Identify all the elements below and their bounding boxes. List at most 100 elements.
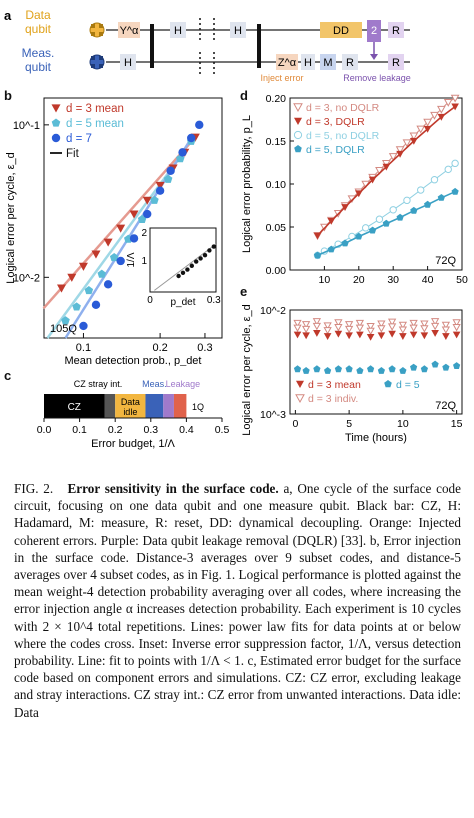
point-d5-dqlr <box>410 206 418 214</box>
svg-text:2: 2 <box>371 25 377 37</box>
point-d3 <box>56 284 66 293</box>
svg-text:M: M <box>323 57 332 69</box>
point-d3-no-dqlr <box>450 94 460 103</box>
chart-d: 0.000.050.100.150.201020304050QEC cycle,… <box>241 93 468 286</box>
x-tick-label: 10 <box>397 418 409 430</box>
point-d3-indiv <box>301 325 311 334</box>
plot-frame <box>43 97 223 339</box>
x-tick-label: 0.4 <box>179 424 194 436</box>
inset-point <box>211 244 216 249</box>
point-d5-no-dqlr <box>451 159 459 168</box>
point-d5 <box>410 363 418 371</box>
point-d5-dqlr <box>341 239 349 247</box>
legend-label: d = 7 <box>66 133 92 145</box>
inset-x-tick: 0.3 <box>207 295 221 306</box>
y-tick-label: 0.05 <box>266 222 287 234</box>
point-d7 <box>178 148 187 157</box>
legend-label: d = 3 indiv. <box>308 393 358 405</box>
label-leakage: Leakage <box>166 379 201 389</box>
inset-x-tick: 0 <box>147 295 153 306</box>
label-stray: CZ stray int. <box>74 379 123 389</box>
legend-label: d = 3, no DQLR <box>306 102 380 114</box>
point-d5 <box>72 302 81 311</box>
meas-qubit-label-1: Meas. <box>22 46 55 60</box>
svg-text:Z^α: Z^α <box>278 57 297 69</box>
point-d3-indiv <box>355 319 365 328</box>
caption-body: a, One cycle of the surface code circuit… <box>14 481 462 720</box>
x-tick-label: 0.2 <box>108 424 123 436</box>
point-d3-mean <box>442 333 450 340</box>
svg-text:DD: DD <box>333 25 349 37</box>
label-data-idle-1: Data <box>121 397 140 407</box>
inset-point <box>176 273 181 279</box>
legend-marker <box>296 380 304 388</box>
panel-a-letter: a <box>4 8 12 23</box>
y-tick-label: 10^-3 <box>260 409 286 421</box>
point-d5 <box>302 367 310 374</box>
point-d5-dqlr <box>424 200 432 208</box>
meas-qubit-label-2: qubit <box>25 60 52 74</box>
x-axis-label: Time (hours) <box>345 432 407 444</box>
fit-line-d3 <box>42 142 191 310</box>
legend-marker <box>293 103 303 113</box>
legend-marker <box>294 145 302 153</box>
legend-marker-d5 <box>51 118 61 127</box>
data-qubit-icon <box>89 22 105 38</box>
point-d3-mean <box>388 330 396 338</box>
svg-text:H: H <box>124 57 132 69</box>
point-d3-dqlr <box>382 163 391 171</box>
x-axis-label: Error budget, 1/Λ <box>91 438 175 450</box>
bar-cz-stray <box>104 394 116 418</box>
label-data-idle-2: idle <box>123 407 137 417</box>
inset-y-tick: 2 <box>141 228 147 239</box>
point-d3-indiv <box>323 322 332 330</box>
y-axis-label: Logical error probability, p_L <box>241 115 253 253</box>
inset-point <box>180 270 186 275</box>
y-tick-label: 10^-2 <box>260 305 286 317</box>
point-d3-indiv <box>441 326 451 334</box>
point-d3-indiv <box>334 319 343 327</box>
point-d5 <box>334 365 342 373</box>
point-d5 <box>345 365 353 373</box>
label-cz: CZ <box>68 402 81 413</box>
remove-leakage-label: Remove leakage <box>343 73 411 83</box>
point-d3-mean <box>334 330 343 338</box>
panel-c-letter: c <box>4 368 12 383</box>
point-d3-indiv <box>420 320 429 328</box>
panel-b-letter: b <box>4 88 12 103</box>
legend-label: d = 3 mean <box>308 379 361 391</box>
point-d5 <box>324 367 332 374</box>
point-d7 <box>155 186 165 195</box>
inset-point <box>194 259 199 264</box>
point-d5-dqlr <box>396 213 404 221</box>
point-d3-mean <box>409 331 418 339</box>
point-d3-indiv <box>377 320 386 328</box>
inset-point <box>185 267 190 272</box>
point-d3-indiv <box>420 325 429 333</box>
tag-72q: 72Q <box>435 400 456 412</box>
point-d3-indiv <box>366 327 375 336</box>
point-d3-mean <box>313 330 321 337</box>
point-d5 <box>377 367 385 374</box>
point-d3 <box>129 210 139 219</box>
panel-d-letter: d <box>240 88 248 103</box>
x-tick-label: 0.1 <box>72 424 87 436</box>
chart-b: 0.1 0.2 0.3 10^-1 10^-2 Mean detection prob.,… <box>5 97 223 366</box>
point-d5-no-dqlr <box>430 176 439 184</box>
point-d3-indiv <box>323 327 332 335</box>
gate-z-alpha: Z^α <box>276 54 298 70</box>
point-d3-mean <box>323 333 332 340</box>
point-d3-dqlr <box>410 137 418 145</box>
svg-text:R: R <box>392 25 400 37</box>
point-d3-mean <box>366 333 375 341</box>
point-d5 <box>453 362 461 369</box>
svg-text:H: H <box>234 25 242 37</box>
inset-point <box>189 263 194 268</box>
point-d5 <box>420 365 428 373</box>
point-d5-dqlr <box>327 245 335 253</box>
panel-e-letter: e <box>240 284 248 299</box>
x-tick-label: 50 <box>456 274 468 286</box>
y-tick-label: 0.00 <box>266 265 287 277</box>
point-d5 <box>84 286 94 295</box>
point-d5 <box>313 365 321 373</box>
